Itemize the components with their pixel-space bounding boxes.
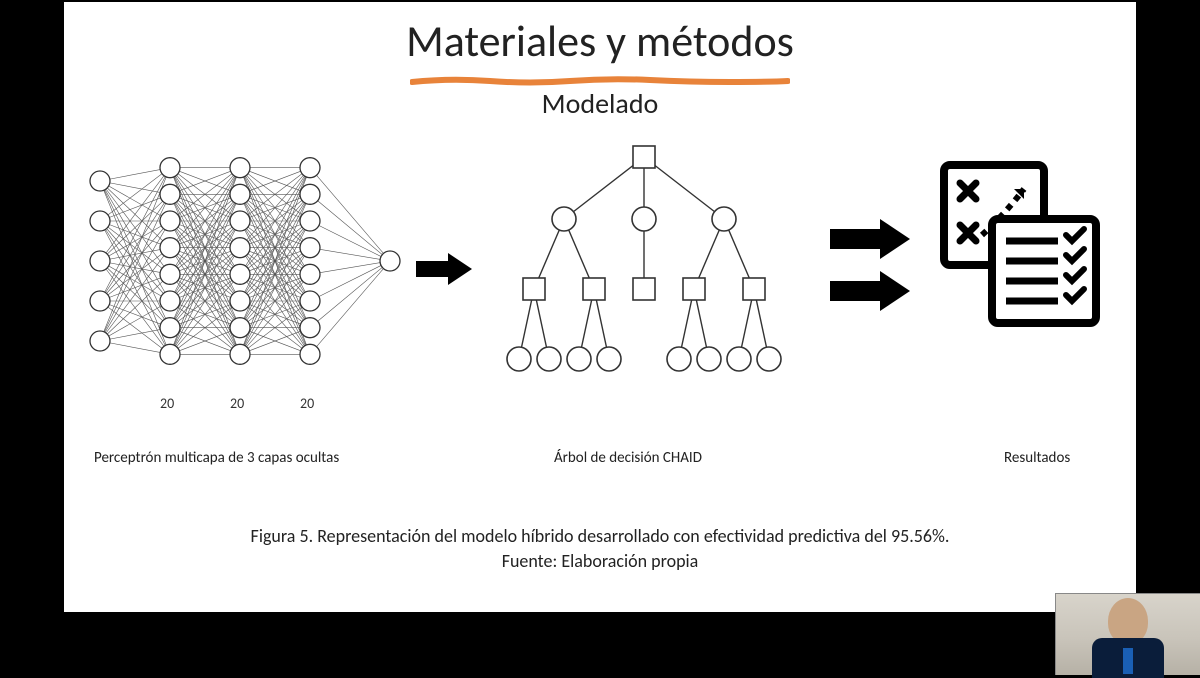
hidden1-size: 20 <box>160 395 174 412</box>
nn-label: Perceptrón multicapa de 3 capas ocultas <box>94 449 339 467</box>
double-arrow-icon <box>824 209 914 329</box>
neural-network-diagram: 20 20 20 <box>70 135 410 435</box>
results-label: Resultados <box>1004 449 1070 467</box>
figure-caption: Figura 5. Representación del modelo híbr… <box>64 524 1136 574</box>
page-title: Materiales y métodos <box>64 14 1136 68</box>
decision-tree-diagram <box>494 139 794 419</box>
subtitle: Modelado <box>64 86 1136 121</box>
tree-label: Árbol de decisión CHAID <box>554 449 702 467</box>
results-diagram <box>934 159 1104 329</box>
accent-underline <box>410 76 790 82</box>
arrow-icon <box>414 249 474 289</box>
slide: Materiales y métodos Modelado 20 20 20 P… <box>64 2 1136 612</box>
caption-line1: Figura 5. Representación del modelo híbr… <box>251 525 950 547</box>
diagram-row: 20 20 20 Perceptrón multicapa de 3 capas… <box>64 129 1136 479</box>
hidden2-size: 20 <box>230 395 244 412</box>
presenter-webcam <box>1055 593 1200 675</box>
hidden3-size: 20 <box>300 395 314 412</box>
caption-line2: Fuente: Elaboración propia <box>64 549 1136 574</box>
